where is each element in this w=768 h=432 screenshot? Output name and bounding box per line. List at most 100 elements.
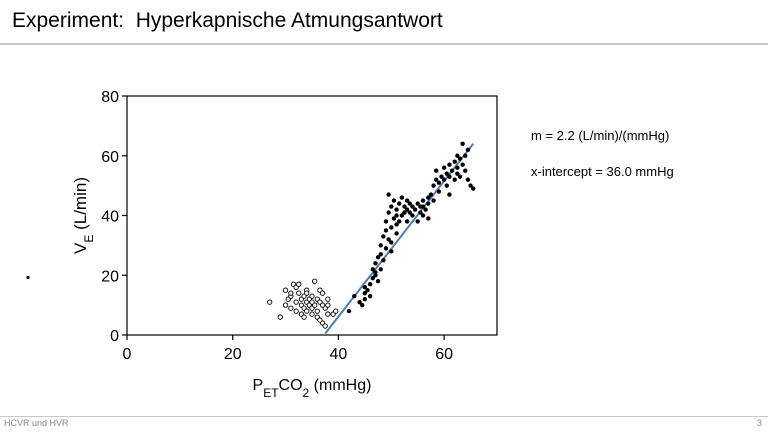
data-point-filled — [468, 183, 473, 188]
data-point-open — [288, 305, 294, 311]
data-point-filled — [378, 252, 383, 257]
data-point-filled — [381, 258, 386, 263]
data-point-open — [325, 311, 331, 317]
data-point-filled — [386, 192, 391, 197]
data-point-filled — [402, 210, 407, 215]
data-point-filled — [415, 219, 420, 224]
data-point-filled — [346, 308, 352, 314]
data-point-filled — [447, 174, 452, 179]
data-point-filled — [441, 165, 447, 170]
footer-text: HCVR und HVR — [4, 418, 69, 428]
data-point-filled — [452, 177, 457, 182]
data-point-filled — [386, 237, 391, 242]
data-point-filled — [420, 198, 426, 203]
data-point-filled — [397, 201, 402, 206]
data-point-filled — [420, 204, 426, 209]
data-point-filled — [420, 213, 426, 218]
data-point-filled — [399, 195, 405, 200]
data-point-open — [322, 323, 328, 329]
data-point-filled — [375, 279, 381, 284]
x-tick-label: 40 — [330, 346, 348, 363]
data-point-filled — [452, 159, 457, 164]
data-point-open — [314, 308, 320, 314]
data-point-filled — [455, 171, 460, 176]
data-point-filled — [415, 201, 420, 206]
data-point-filled — [426, 201, 431, 206]
data-point-filled — [410, 213, 415, 218]
data-point-filled — [373, 261, 378, 266]
data-point-filled — [394, 213, 399, 218]
data-point-filled — [389, 240, 394, 245]
data-point-filled — [373, 270, 378, 275]
data-point-filled — [463, 168, 468, 173]
data-point-filled — [391, 216, 397, 221]
scatter-chart: 0 20 40 60 0 20 40 60 80 PETCO2 (mmHg) VE (L/min) — [26, 89, 498, 400]
data-point-filled — [362, 296, 368, 302]
data-point-filled — [431, 198, 436, 203]
data-point-open — [333, 308, 339, 314]
data-point-filled — [367, 293, 373, 299]
data-point-open — [325, 302, 331, 308]
y-tick-label: 80 — [101, 89, 119, 106]
data-point-filled — [383, 246, 389, 251]
data-point-filled — [431, 183, 436, 188]
page-number: 3 — [756, 418, 762, 428]
data-point-open — [317, 317, 323, 323]
data-point-filled — [426, 216, 431, 221]
v-dot-accent — [26, 275, 30, 280]
data-point-filled — [463, 153, 468, 158]
data-point-filled — [394, 231, 399, 236]
data-point-filled — [370, 276, 375, 281]
data-point-filled — [410, 204, 415, 209]
data-point-filled — [455, 165, 460, 170]
data-point-filled — [352, 293, 357, 299]
data-point-open — [293, 308, 299, 314]
data-point-filled — [389, 204, 394, 209]
data-point-filled — [455, 153, 460, 158]
data-point-filled — [389, 249, 394, 254]
data-point-filled — [402, 204, 407, 209]
data-point-filled — [412, 207, 418, 212]
data-point-open — [267, 299, 273, 305]
data-point-filled — [394, 207, 399, 212]
data-point-filled — [457, 174, 463, 179]
data-point-open — [296, 290, 302, 296]
data-point-filled — [370, 267, 375, 272]
data-point-filled — [436, 180, 442, 185]
data-point-filled — [441, 177, 447, 182]
y-tick-label: 20 — [101, 268, 119, 285]
data-point-filled — [404, 219, 410, 224]
data-point-open — [304, 308, 310, 314]
data-point-filled — [444, 171, 449, 176]
data-point-filled — [357, 299, 362, 305]
data-point-filled — [434, 177, 439, 182]
data-point-filled — [444, 183, 449, 188]
footer-divider — [0, 416, 768, 417]
data-point-filled — [434, 168, 439, 173]
data-point-filled — [394, 222, 399, 227]
x-tick-label: 20 — [224, 346, 242, 363]
data-point-filled — [407, 210, 412, 215]
y-tick-label: 40 — [101, 209, 119, 226]
data-point-open — [282, 287, 289, 293]
x-axis-label: PETCO2 (mmHg) — [253, 377, 372, 400]
data-point-filled — [423, 207, 428, 212]
data-point-filled — [428, 192, 434, 197]
data-point-filled — [471, 186, 476, 191]
slide-title: Experiment: Hyperkapnische Atmungsantwor… — [12, 9, 443, 32]
data-point-filled — [457, 156, 463, 161]
data-point-open — [319, 290, 326, 296]
data-point-filled — [391, 198, 397, 203]
y-tick-label: 60 — [101, 149, 119, 166]
y-axis-label: VE (L/min) — [71, 177, 96, 254]
data-point-filled — [465, 147, 471, 152]
data-point-filled — [460, 162, 465, 167]
y-tick-label: 0 — [110, 328, 119, 345]
data-point-filled — [426, 195, 431, 200]
data-point-filled — [404, 207, 410, 212]
title-divider — [0, 43, 768, 45]
data-point-filled — [360, 302, 365, 308]
data-point-filled — [386, 210, 391, 215]
data-point-open — [311, 278, 318, 284]
data-point-filled — [383, 228, 389, 233]
